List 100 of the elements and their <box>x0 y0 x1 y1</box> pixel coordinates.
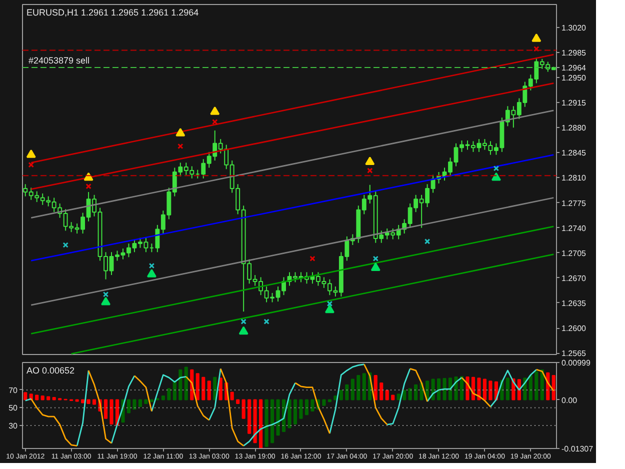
y-tick-label: 1.3020 <box>562 23 587 32</box>
bar <box>207 380 211 400</box>
bar <box>144 399 148 404</box>
bar <box>374 375 378 400</box>
bar <box>86 399 90 404</box>
point <box>532 33 542 42</box>
y-tick-label: 1.2985 <box>562 48 587 58</box>
bar <box>104 399 108 419</box>
bar <box>540 369 544 400</box>
point <box>178 143 184 150</box>
bar <box>264 399 268 447</box>
bar <box>184 366 188 400</box>
bar <box>322 399 326 406</box>
y-tick-label: 0.00999 <box>562 358 591 368</box>
chart-title: AO 0.00652 <box>26 366 75 376</box>
point <box>102 292 109 298</box>
point <box>365 156 375 166</box>
bar <box>534 371 538 400</box>
y-tick-label: 1.2845 <box>562 148 587 158</box>
point <box>372 256 378 262</box>
bar <box>350 378 354 400</box>
bar <box>259 399 263 448</box>
ref-line-label: #24053879 sell <box>28 55 90 66</box>
bar <box>402 390 406 400</box>
y-tick-label: 1.2635 <box>562 298 587 308</box>
bar <box>304 399 309 416</box>
bar <box>299 399 303 419</box>
y-tick-label: 0.00 <box>562 396 578 405</box>
point <box>424 238 430 244</box>
point <box>324 304 334 314</box>
point <box>534 46 540 52</box>
bar <box>35 394 39 400</box>
point <box>210 106 220 115</box>
bar <box>276 399 280 436</box>
bar <box>138 399 142 407</box>
bar <box>81 399 85 404</box>
point <box>176 128 186 136</box>
point <box>238 326 248 335</box>
point <box>212 119 218 125</box>
bar <box>230 392 234 400</box>
y-tick-label: 1.2880 <box>562 124 587 133</box>
bar <box>396 394 400 400</box>
point <box>101 296 111 306</box>
bar <box>236 399 240 404</box>
bar <box>24 392 28 400</box>
point <box>28 162 34 168</box>
point <box>493 166 500 172</box>
bar <box>196 373 200 400</box>
bar <box>506 378 510 400</box>
bar <box>270 399 274 444</box>
bar <box>52 397 56 400</box>
bar <box>414 384 418 400</box>
bar <box>345 384 349 400</box>
bar <box>202 376 206 400</box>
point <box>26 149 36 158</box>
bar <box>437 378 441 400</box>
y-tick-label: -0.01307 <box>562 444 594 454</box>
bar <box>218 378 222 400</box>
y-tick-label: 1.2915 <box>562 98 587 108</box>
point <box>240 318 246 324</box>
bar <box>488 380 492 400</box>
bar <box>362 373 366 400</box>
y2-tick-label: 70 <box>8 386 18 395</box>
bar <box>356 375 360 400</box>
y-tick-label: 1.2705 <box>562 248 587 258</box>
bar <box>482 378 487 400</box>
bar <box>408 388 412 400</box>
chart-title: EURUSD,H1 1.2961 1.2965 1.2961 1.2964 <box>26 8 199 18</box>
bar <box>253 399 257 444</box>
point <box>491 172 501 181</box>
y-tick-label: 1.2810 <box>562 174 587 183</box>
y2-tick-label: 30 <box>8 421 18 430</box>
bar <box>172 380 176 400</box>
bar <box>46 396 50 400</box>
y-tick-label: 1.2964 <box>562 63 587 72</box>
bar <box>213 376 217 400</box>
bar <box>442 378 446 400</box>
y-tick-label: 1.2670 <box>562 274 587 283</box>
bar <box>310 399 314 412</box>
bar <box>528 375 532 400</box>
point <box>367 168 373 174</box>
bar <box>110 399 114 424</box>
bar <box>40 396 44 400</box>
bar <box>552 374 556 400</box>
point <box>148 262 155 269</box>
y-tick-label: 1.2950 <box>562 74 587 83</box>
bar <box>477 378 481 400</box>
bar <box>92 399 96 405</box>
bar <box>178 369 182 400</box>
point <box>146 268 156 278</box>
bar <box>431 378 435 400</box>
bar <box>288 399 292 428</box>
bar <box>380 382 384 400</box>
point <box>310 256 316 262</box>
point <box>370 262 380 271</box>
point <box>62 242 68 248</box>
point <box>264 318 270 324</box>
y-tick-label: 1.2740 <box>562 224 587 233</box>
point <box>326 300 333 307</box>
y2-tick-label: 50 <box>8 404 18 413</box>
